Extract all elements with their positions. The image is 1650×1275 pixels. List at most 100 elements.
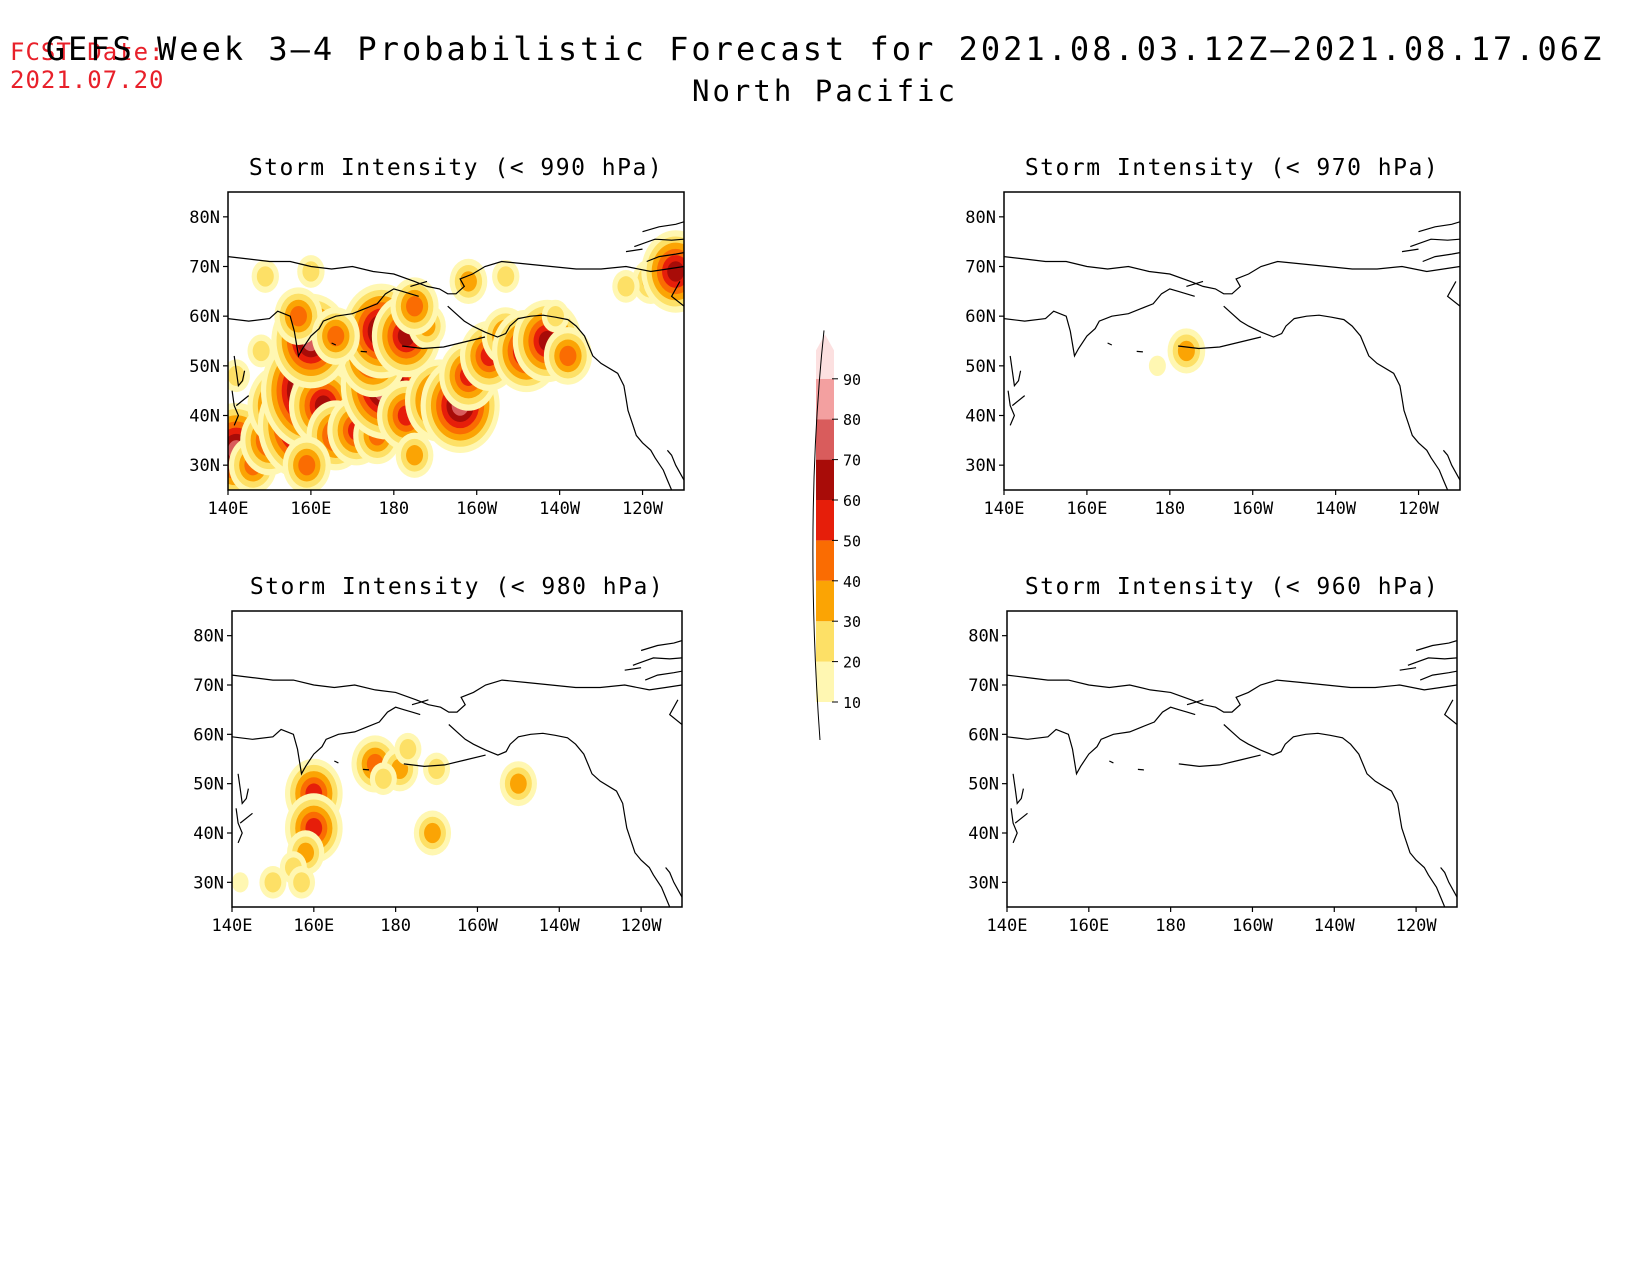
coastline-segment: [1178, 336, 1262, 350]
lat-tick-label: 30N: [965, 456, 996, 476]
coastline-segment: [1007, 706, 1196, 776]
lon-tick-label: 160W: [1232, 499, 1274, 519]
colorbar-label: 30: [843, 613, 861, 631]
coastline-segment: [331, 342, 337, 346]
map-frame: [1006, 610, 1458, 908]
coastline-segment: [1415, 640, 1457, 652]
colorbar-label: 80: [843, 411, 861, 429]
lat-tick-label: 60N: [965, 307, 996, 327]
probability-shading: [232, 732, 537, 899]
coastline-segment: [1136, 350, 1143, 353]
coastline-segment: [1410, 238, 1460, 248]
coastline-segment: [670, 281, 684, 307]
lon-tick-label: 140E: [987, 916, 1028, 936]
coastline-segment: [1137, 768, 1145, 771]
lat-tick-label: 30N: [189, 456, 220, 476]
prob-cell: [497, 266, 515, 287]
colorbar-label: 40: [843, 573, 861, 591]
colorbar-swatch: [816, 580, 834, 622]
panel-title: Storm Intensity (< 980 hPa): [250, 574, 664, 600]
coastline-segment: [1443, 699, 1457, 725]
prob-cell: [424, 822, 441, 844]
probability-shading: [228, 230, 684, 490]
prob-cell: [1177, 340, 1195, 362]
lon-tick-label: 160E: [290, 499, 331, 519]
coastline-segment: [1418, 221, 1460, 233]
colorbar-label: 60: [843, 492, 861, 510]
lon-tick-label: 180: [1154, 499, 1185, 519]
prob-cell: [327, 325, 345, 347]
lat-tick-label: 40N: [968, 824, 999, 844]
coastline-segment: [1419, 670, 1457, 681]
coastline-segment: [1010, 808, 1018, 844]
colorbar-swatch: [816, 419, 834, 460]
map-panel-2: Storm Intensity (< 970 hPa) 140E 160E 180 16…: [965, 155, 1461, 519]
lon-tick-label: 160E: [1066, 499, 1107, 519]
map-panel-1: Storm Intensity (< 990 hPa) 140E 160E 180 16…: [189, 155, 685, 519]
map-frame: [231, 610, 683, 908]
colorbar-outline: [812, 330, 825, 741]
colorbar-swatch: [816, 334, 834, 379]
map-panel-4: Storm Intensity (< 960 hPa) 140E 160E 180 16…: [968, 574, 1458, 936]
coastline-segment: [1107, 342, 1113, 346]
lon-tick-label: 180: [1155, 916, 1186, 936]
fcst-date-value: 2021.07.20: [10, 66, 165, 94]
panel-title: Storm Intensity (< 990 hPa): [249, 155, 663, 181]
coastline-segment: [410, 280, 428, 287]
coastline-segment: [1440, 867, 1457, 899]
coastline-segment: [1004, 288, 1195, 358]
lon-tick-label: 140W: [539, 916, 581, 936]
coastline-segment: [235, 395, 250, 407]
coastline-segment: [644, 670, 682, 681]
coastline-segment: [634, 238, 684, 248]
coastline-segment: [1442, 449, 1460, 482]
coastline-segment: [1223, 724, 1446, 907]
coastline-segment: [411, 699, 429, 706]
lon-tick-label: 120W: [621, 916, 663, 936]
probability-shading: [1148, 328, 1206, 377]
prob-cell: [428, 758, 445, 779]
lon-tick-label: 120W: [1396, 916, 1438, 936]
prob-cell: [228, 365, 245, 386]
lon-tick-label: 140W: [539, 499, 581, 519]
coastline-segment: [665, 867, 682, 899]
coastline-segment: [642, 221, 684, 233]
prob-cell: [667, 261, 684, 282]
coastline-segment: [1004, 256, 1460, 295]
prob-cell: [264, 872, 282, 893]
lon-tick-label: 140E: [984, 499, 1025, 519]
prob-cell: [509, 773, 527, 794]
lat-tick-label: 50N: [968, 775, 999, 795]
coastline-segment: [232, 674, 682, 713]
panel-title: Storm Intensity (< 970 hPa): [1025, 155, 1439, 181]
lat-tick-label: 70N: [193, 676, 224, 696]
coastline-segment: [403, 754, 486, 768]
coastline-segment: [235, 808, 243, 844]
coastline-segment: [1401, 248, 1419, 253]
coastline: [232, 640, 682, 907]
lon-tick-label: 120W: [1398, 499, 1440, 519]
lon-tick-label: 160W: [1232, 916, 1274, 936]
colorbar-label: 20: [843, 654, 861, 672]
coastline-segment: [239, 812, 253, 824]
colorbar-swatch: [816, 500, 834, 541]
prob-cell: [252, 340, 270, 362]
lon-tick-label: 160E: [293, 916, 334, 936]
coastline-segment: [1223, 305, 1449, 490]
coastline-segment: [402, 336, 486, 350]
coastline: [228, 221, 684, 490]
coastline-segment: [1109, 760, 1114, 764]
lon-tick-label: 140E: [212, 916, 253, 936]
lat-tick-label: 80N: [965, 208, 996, 228]
lon-tick-label: 140W: [1315, 499, 1357, 519]
prob-cell: [546, 305, 564, 327]
map-frame: [227, 191, 685, 491]
coastline-segment: [640, 640, 682, 652]
coastline-segment: [1446, 281, 1460, 307]
prob-cell: [617, 276, 635, 297]
coastline: [1007, 640, 1457, 907]
prob-cell: [406, 445, 424, 466]
coastline-segment: [1186, 699, 1204, 706]
lon-tick-label: 120W: [622, 499, 664, 519]
